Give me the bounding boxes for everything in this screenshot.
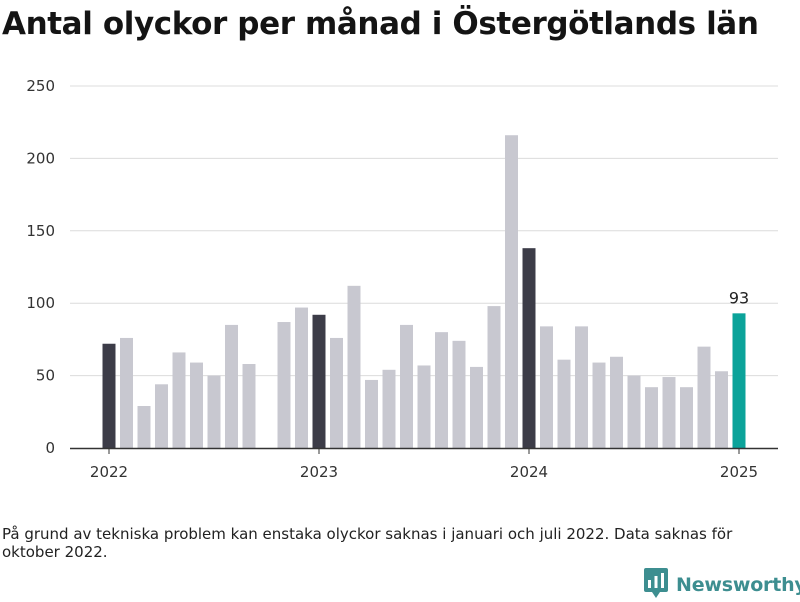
bar-chart: 0 50 100 150 200 250 2022 2023 2024 2025 93 bbox=[26, 77, 778, 481]
bar-2023-02 bbox=[330, 337, 343, 448]
bar-2023-10 bbox=[470, 366, 483, 448]
x-axis-ticks: 2022 2023 2024 2025 bbox=[90, 448, 758, 481]
bar-2023-01 bbox=[312, 314, 326, 448]
bar-2023-07 bbox=[417, 365, 431, 448]
data-labels: 93 bbox=[729, 288, 749, 307]
bar-2023-06 bbox=[400, 324, 413, 448]
y-tick-label: 150 bbox=[26, 222, 55, 240]
bar-2024-04 bbox=[575, 326, 588, 448]
bar-2024-10 bbox=[680, 387, 693, 448]
bar-2024-05 bbox=[592, 362, 606, 448]
bar-2022-07 bbox=[207, 375, 221, 448]
bar-2022-01 bbox=[102, 343, 116, 448]
bar-2024-02 bbox=[540, 326, 553, 448]
bar-2023-09 bbox=[452, 340, 466, 448]
bar-2022-04 bbox=[155, 384, 168, 448]
bars bbox=[102, 135, 746, 448]
bar-2022-08 bbox=[225, 324, 238, 448]
data-label: 93 bbox=[729, 288, 749, 307]
y-tick-label: 50 bbox=[36, 367, 55, 385]
bar-2023-05 bbox=[382, 369, 396, 448]
bar-2024-11 bbox=[697, 346, 711, 448]
bar-2023-08 bbox=[435, 332, 448, 448]
y-axis-ticks: 0 50 100 150 200 250 bbox=[26, 77, 55, 457]
brand[interactable]: Newsworthy bbox=[644, 568, 800, 602]
bar-2022-05 bbox=[172, 352, 186, 448]
bar-2024-07 bbox=[627, 375, 641, 448]
newsworthy-logo-icon bbox=[644, 568, 668, 602]
bar-2022-02 bbox=[120, 337, 133, 448]
bar-2024-12 bbox=[715, 371, 728, 448]
x-tick-label: 2025 bbox=[720, 463, 758, 481]
bar-2022-03 bbox=[137, 406, 151, 448]
x-tick-label: 2024 bbox=[510, 463, 548, 481]
footnote: På grund av tekniska problem kan enstaka… bbox=[2, 525, 733, 561]
y-tick-label: 200 bbox=[26, 149, 55, 167]
bar-2024-01 bbox=[522, 248, 536, 448]
bar-2022-06 bbox=[190, 362, 203, 448]
bar-2024-08 bbox=[645, 387, 658, 448]
bar-2023-11 bbox=[487, 306, 501, 448]
bar-2024-03 bbox=[557, 359, 571, 448]
bar-2024-06 bbox=[610, 356, 623, 448]
y-tick-label: 0 bbox=[45, 439, 55, 457]
bar-2022-11 bbox=[277, 322, 291, 448]
bar-2025-01 bbox=[732, 313, 746, 448]
y-tick-label: 250 bbox=[26, 77, 55, 95]
gridlines bbox=[70, 85, 778, 377]
bar-2023-03 bbox=[347, 285, 361, 448]
brand-name: Newsworthy bbox=[676, 574, 800, 596]
bar-2023-12 bbox=[505, 135, 518, 448]
chart-title: Antal olyckor per månad i Östergötlands … bbox=[2, 6, 759, 42]
bar-2023-04 bbox=[365, 379, 378, 448]
x-tick-label: 2022 bbox=[90, 463, 128, 481]
bar-2022-12 bbox=[295, 307, 308, 448]
bar-2024-09 bbox=[662, 377, 676, 448]
x-tick-label: 2023 bbox=[300, 463, 338, 481]
bar-2022-09 bbox=[242, 364, 256, 448]
y-tick-label: 100 bbox=[26, 294, 55, 312]
